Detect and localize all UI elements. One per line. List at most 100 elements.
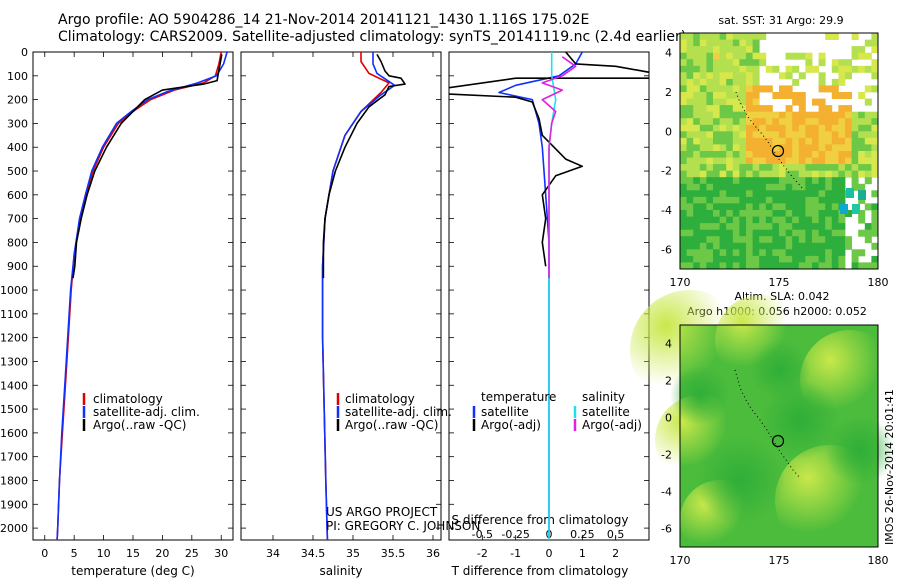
legend-satellite: satellite-adj. clim. xyxy=(345,405,452,419)
sst-cell xyxy=(818,262,826,270)
sst-cell xyxy=(726,170,734,178)
sst-cell xyxy=(831,78,839,86)
sst-cell xyxy=(798,72,806,80)
sst-cell xyxy=(798,255,806,263)
sst-cell xyxy=(798,52,806,60)
sst-cell xyxy=(746,78,753,86)
sst-cell xyxy=(752,33,760,40)
sst-cell xyxy=(732,52,740,60)
sst-cell xyxy=(792,177,800,185)
x-tick-label: 34.5 xyxy=(301,547,326,560)
sst-cell xyxy=(772,177,780,185)
sst-cell xyxy=(719,33,727,40)
sst-cell xyxy=(719,59,727,67)
sst-cell xyxy=(686,124,694,132)
sst-map-cells xyxy=(680,33,879,270)
sst-cell xyxy=(706,190,714,198)
sst-cell xyxy=(699,196,707,204)
sst-cell xyxy=(858,137,866,145)
sst-cell xyxy=(752,111,760,119)
sst-cell xyxy=(765,151,773,158)
sst-cell xyxy=(719,196,727,204)
sst-cell xyxy=(785,164,793,172)
sst-cell xyxy=(746,151,753,158)
salinity-panel-frame xyxy=(240,51,442,541)
sst-cell xyxy=(851,131,859,139)
sst-cell xyxy=(706,210,714,217)
sst-cell xyxy=(805,52,813,60)
sst-cell xyxy=(693,46,701,54)
sst-cell xyxy=(805,65,813,73)
sst-cell xyxy=(785,216,793,224)
depth-tick-label: 1300 xyxy=(0,355,28,368)
sst-cell xyxy=(752,236,760,244)
sst-cell xyxy=(693,92,701,99)
sst-cell xyxy=(746,223,753,231)
sst-cell xyxy=(719,85,727,93)
sst-cell xyxy=(846,188,854,198)
sst-cell xyxy=(772,131,780,139)
sst-cell xyxy=(693,144,701,152)
sst-cell xyxy=(798,164,806,172)
sst-cell xyxy=(765,183,773,191)
sst-cell xyxy=(765,157,773,165)
sst-cell xyxy=(699,236,707,244)
sst-cell xyxy=(831,203,839,211)
sst-cell xyxy=(792,98,800,106)
sst-cell xyxy=(851,33,859,40)
sst-cell xyxy=(686,157,694,165)
sst-cell xyxy=(818,255,826,263)
sst-cell xyxy=(693,157,701,165)
sst-map xyxy=(679,32,879,270)
sst-cell xyxy=(765,210,773,217)
sst-cell xyxy=(680,236,687,244)
sst-cell xyxy=(759,236,767,244)
sst-cell xyxy=(772,203,780,211)
sst-cell xyxy=(706,98,714,106)
sst-cell xyxy=(739,137,747,145)
sst-cell xyxy=(772,137,780,145)
sst-cell xyxy=(792,216,800,224)
sst-cell xyxy=(805,157,813,165)
sst-cell xyxy=(732,105,740,113)
sst-cell xyxy=(706,249,714,257)
sst-cell xyxy=(686,78,694,86)
sst-cell xyxy=(759,210,767,217)
sst-cell xyxy=(765,216,773,224)
sst-cell xyxy=(838,223,846,231)
sst-cell xyxy=(864,170,872,178)
sst-cell xyxy=(831,151,839,158)
sst-cell xyxy=(792,137,800,145)
sst-cell xyxy=(838,157,846,165)
sst-cell xyxy=(746,183,753,191)
map-y-tick-label: 0 xyxy=(665,412,672,425)
sst-cell xyxy=(765,137,773,145)
sst-cell xyxy=(699,72,707,80)
sst-cell xyxy=(785,118,793,126)
sst-cell xyxy=(719,98,727,106)
map-y-tick-label: -4 xyxy=(661,486,672,499)
sst-cell xyxy=(693,105,701,113)
sst-cell xyxy=(746,59,753,67)
sst-cell xyxy=(851,137,859,145)
sst-cell xyxy=(838,118,846,126)
sst-cell xyxy=(825,170,833,178)
sst-cell xyxy=(798,249,806,257)
sst-cell xyxy=(858,151,866,158)
sst-cell xyxy=(706,203,714,211)
x-tick-label: -1 xyxy=(510,547,521,560)
sst-cell xyxy=(792,262,800,270)
sst-cell xyxy=(864,223,872,231)
sst-cell xyxy=(746,72,753,80)
sst-cell xyxy=(706,223,714,231)
sst-cell xyxy=(732,137,740,145)
sst-cell xyxy=(686,242,694,250)
sst-cell xyxy=(752,249,760,257)
map-y-tick-label: -6 xyxy=(661,523,672,536)
sst-cell xyxy=(851,177,859,185)
sst-cell xyxy=(693,111,701,119)
sst-cell xyxy=(818,131,826,139)
sst-cell xyxy=(818,72,826,80)
top-tick-label: -0.5 xyxy=(472,528,493,541)
sst-cell xyxy=(746,216,753,224)
